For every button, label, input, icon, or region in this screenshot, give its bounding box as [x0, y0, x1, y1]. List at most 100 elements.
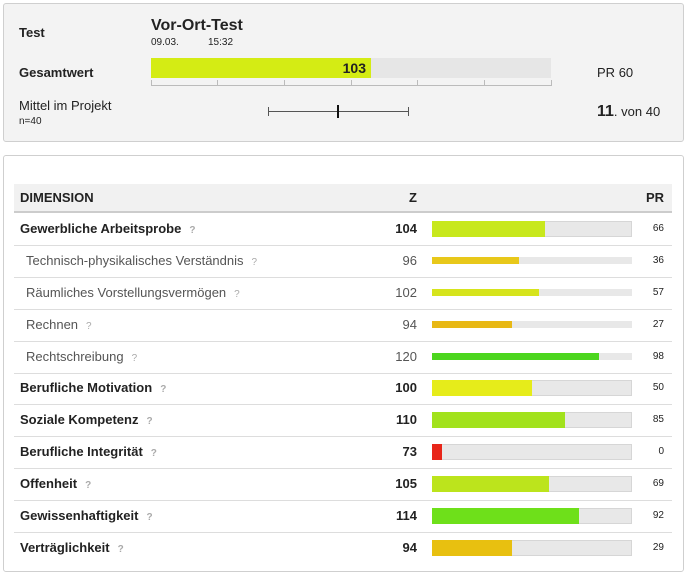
bar	[432, 220, 546, 237]
pr-value: 36	[652, 254, 664, 266]
test-name: Vor-Ort-Test	[151, 17, 243, 34]
bar	[432, 321, 512, 329]
column-header: PR	[645, 190, 664, 205]
bar-track	[432, 321, 632, 329]
dimension-name: Verträglichkeit	[20, 540, 124, 555]
pr-value: 60	[618, 65, 634, 80]
rank-total: 40	[645, 104, 661, 119]
help-icon[interactable]	[118, 544, 124, 555]
time: 15:32	[208, 37, 234, 48]
help-icon[interactable]	[85, 480, 91, 491]
bar	[432, 380, 532, 397]
tick-mark	[417, 80, 419, 86]
pr-value: 69	[652, 478, 664, 490]
dimension-name: Offenheit	[20, 476, 91, 491]
dimension-name: Rechnen	[26, 317, 92, 332]
z-value: 96	[402, 252, 417, 268]
row-divider	[14, 500, 672, 502]
bar	[432, 476, 549, 493]
help-icon[interactable]	[132, 353, 138, 364]
z-value: 102	[395, 284, 417, 300]
rank-dot: .	[613, 104, 618, 119]
pr-value: 50	[652, 382, 664, 394]
row-divider	[14, 404, 672, 406]
header-row	[14, 184, 672, 213]
n-label: n=40	[19, 116, 42, 127]
z-value: 114	[396, 508, 417, 524]
bar-track	[432, 257, 632, 265]
help-icon[interactable]	[86, 321, 92, 332]
tick-mark	[217, 80, 219, 86]
dimension-label: Berufliche Integrität	[20, 444, 143, 460]
tick-mark	[150, 80, 152, 86]
dimension-label: Offenheit	[20, 476, 78, 492]
bar	[432, 289, 539, 297]
dimension-label: Räumliches Vorstellungsvermögen	[26, 284, 227, 300]
help-icon[interactable]	[160, 384, 166, 395]
bar-track	[432, 444, 632, 461]
total-pr: PR 60	[597, 65, 633, 80]
dimension-name: Rechtschreibung	[26, 349, 137, 364]
z-value: 104	[395, 220, 417, 236]
row-divider	[14, 436, 672, 438]
help-icon[interactable]	[189, 225, 195, 236]
pr-value: 0	[658, 446, 664, 458]
dimension-name: Gewissenhaftigkeit	[20, 508, 153, 523]
pr-value: 66	[652, 222, 664, 234]
dimension-name: Gewerbliche Arbeitsprobe	[20, 221, 195, 236]
tick-mark	[550, 80, 552, 86]
range-cap	[267, 107, 269, 116]
dimension-label: Verträglichkeit	[20, 539, 110, 555]
rank-value: 11	[597, 103, 614, 120]
dimension-label: Berufliche Motivation	[20, 380, 153, 396]
total-label: Gesamtwert	[19, 65, 94, 80]
z-value: 120	[395, 348, 417, 364]
tick-mark	[483, 80, 485, 86]
dimension-name: Berufliche Motivation	[20, 380, 166, 395]
pr-value: 98	[652, 350, 664, 362]
z-value: 105	[395, 476, 417, 492]
rank-of: von	[621, 104, 643, 119]
z-value: 94	[402, 316, 417, 332]
column-header: Z	[409, 190, 417, 205]
bar	[432, 508, 579, 525]
date: 09.03.	[151, 37, 179, 48]
dimension-label: Rechnen	[26, 316, 79, 332]
z-value: 73	[402, 444, 417, 460]
z-value: 94	[402, 539, 417, 555]
dimension-name: Technisch-physikalisches Verständnis	[26, 253, 257, 268]
bar	[432, 257, 519, 265]
help-icon[interactable]	[234, 289, 240, 300]
test-label: Test	[19, 25, 45, 40]
dimension-label: Soziale Kompetenz	[20, 412, 139, 428]
pr-value: 92	[652, 510, 664, 522]
help-icon[interactable]	[146, 512, 152, 523]
dimension-label: Rechtschreibung	[26, 348, 124, 364]
bar	[432, 353, 599, 361]
rank: 11. von 40	[597, 103, 660, 121]
row-divider	[14, 308, 672, 310]
z-value: 110	[396, 412, 417, 428]
help-icon[interactable]	[146, 416, 152, 427]
help-icon[interactable]	[151, 448, 157, 459]
pr-value: 29	[652, 541, 664, 553]
pr-value: 27	[652, 318, 664, 330]
range-cap	[407, 107, 409, 116]
bar	[432, 412, 566, 429]
column-header: DIMENSION	[20, 190, 94, 205]
dimension-label: Technisch-physikalisches Verständnis	[26, 252, 244, 268]
total-bar	[151, 58, 371, 78]
dimension-name: Soziale Kompetenz	[20, 412, 153, 427]
tick-mark	[283, 80, 285, 86]
total-value: 103	[342, 60, 366, 76]
row-divider	[14, 244, 672, 246]
project-label: Mittel im Projekt	[19, 98, 112, 113]
mean-mark	[336, 105, 339, 118]
help-icon[interactable]	[252, 257, 258, 268]
dimension-name: Berufliche Integrität	[20, 444, 157, 459]
bar	[432, 539, 512, 556]
pr-value: 85	[652, 414, 664, 426]
row-divider	[14, 276, 672, 278]
tick-mark	[350, 80, 352, 86]
